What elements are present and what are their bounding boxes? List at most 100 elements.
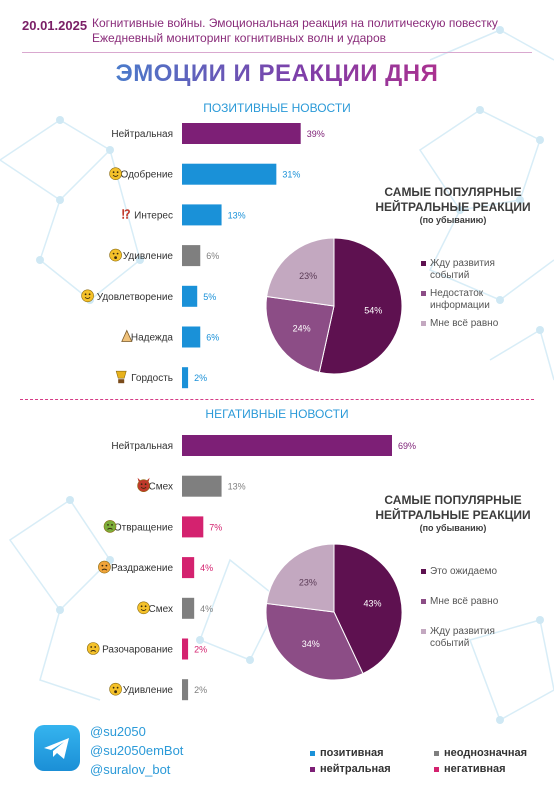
telegram-logo[interactable] [34,725,80,771]
neg-bar-row: Смех 4% [137,597,213,619]
legend-swatch [434,750,439,756]
neg-bar [182,516,204,538]
positive-news-title: ПОЗИТИВНЫЕ НОВОСТИ [203,101,351,115]
laughing-face-icon [137,601,150,615]
header-subtitle-1: Когнитивные войны. Эмоциональная реакция… [92,16,498,30]
pos-bar [182,204,222,226]
pie-legend-label: Жду развития событий [430,626,495,649]
pos-bar-value-label: 2% [194,373,207,383]
neg-bar-value-label: 2% [194,685,207,695]
pos-bar-row: Удивление 6% [109,245,219,267]
neg-bar-value-label: 4% [200,604,213,614]
disappointed-face-icon [86,642,100,655]
legend-swatch [421,599,426,604]
legend-swatch [421,629,426,634]
pie-legend-item: Мне всё равно [421,596,525,608]
header-divider [22,52,532,53]
pie-slice [333,543,403,675]
pos-bar-label: Удивление [123,251,174,262]
satisfied-face-icon [81,289,94,303]
pos-bar-value-label: 6% [206,251,219,261]
pos-bar-row: Нейтральная 39% [111,123,325,144]
pie-slice-label: 23% [299,271,317,281]
pie-2-subtitle: (по убыванию) [419,523,487,533]
pie-slice-label: 24% [293,323,311,333]
pie-legend-item: Это ожидаемо [421,566,525,578]
pie-slice-label: 54% [364,305,382,315]
pos-bar-value-label: 39% [307,129,325,139]
neg-bar-label: Раздражение [111,563,173,574]
pie-slice-label: 43% [363,598,381,608]
social-handle[interactable]: @suralov_bot [90,762,171,777]
pie-slice [318,237,403,375]
social-handle[interactable]: @su2050 [90,724,146,739]
legend-swatch [421,321,426,326]
pie-slice [266,237,335,307]
negative-news-title: НЕГАТИВНЫЕ НОВОСТИ [205,407,349,421]
legend-neutral: нейтральная [310,763,391,775]
smiling-face-hearts-icon [109,167,122,180]
neg-bar-label: Смех [149,604,173,615]
trophy-icon [115,370,127,384]
neg-bar-label: Нейтральная [111,441,173,452]
pie-legend-item: Жду развития событий [421,626,525,650]
report-date: 20.01.2025 [22,18,88,33]
legend-swatch [310,750,315,756]
pie-legend-label: Это ожидаемо [430,566,498,577]
pie-chart-1: 54% 24% 23% [265,237,403,375]
pos-bar [182,245,201,267]
page-title: ЭМОЦИИ И РЕАКЦИИ ДНЯ [0,60,554,88]
pie-legend-item: Жду развития событий [421,258,525,282]
neg-bar-row: Разочарование 2% [86,638,207,660]
section-divider [20,399,534,400]
pos-bar-label: Надежда [131,333,174,344]
legend-positive: позитивная [310,747,384,759]
pie-slice [265,543,335,613]
neg-bar-label: Отвращение [114,522,174,533]
legend-swatch [421,261,426,266]
pos-bar [182,123,301,144]
paper-plane-icon [44,738,69,759]
praying-hands-icon [121,329,133,342]
pos-bar [182,285,198,307]
pos-bar-label: Интерес [134,210,173,221]
pos-bar-value-label: 31% [282,170,300,180]
pos-bar-value-label: 13% [228,210,246,220]
pie-slice [265,602,364,681]
legend-label: позитивная [320,747,384,759]
neg-bar-value-label: 13% [228,482,246,492]
legend-label: негативная [444,763,506,775]
pos-bar [182,163,277,185]
pos-bar-label: Одобрение [121,169,174,181]
pos-bar-row: Интерес⁉ 13% [122,204,246,226]
neg-bar [182,597,195,619]
neg-bar [182,435,392,456]
neg-bar [182,638,189,660]
pie-legend-item: Мне всё равно [421,318,525,330]
legend-swatch [434,766,439,772]
neg-bar [182,679,189,701]
nauseated-face-icon [103,520,117,533]
pie-legend-label: Мне всё равно [430,318,499,329]
neg-bar-value-label: 4% [200,563,213,573]
pie-1-title: САМЫЕ ПОПУЛЯРНЫЕ НЕЙТРАЛЬНЫЕ РЕАКЦИИ [375,185,531,214]
neg-bar-row: Смех 13% [137,475,246,497]
pie-2-title: САМЫЕ ПОПУЛЯРНЫЕ НЕЙТРАЛЬНЫЕ РЕАКЦИИ [375,493,531,522]
pos-bar-value-label: 5% [203,292,216,302]
exclamation-question-icon: ⁉ [122,207,131,221]
pie-chart-2: 43% 34% 23% [265,543,403,681]
legend-label: неоднозначная [444,747,528,759]
pie-legend-label: Недостаток информации [430,288,490,311]
pos-bar-value-label: 6% [206,333,219,343]
neg-bar-value-label: 7% [209,522,222,532]
pie-slice [265,295,335,373]
legend-negative: негативная [434,763,506,775]
neg-bar-value-label: 69% [398,441,416,451]
pie-slice-label: 34% [302,639,320,649]
pie-legend-label: Мне всё равно [430,596,499,607]
neg-bar-value-label: 2% [194,645,207,655]
annoyed-face-icon [98,560,111,574]
social-handle[interactable]: @su2050emBot [90,743,184,758]
